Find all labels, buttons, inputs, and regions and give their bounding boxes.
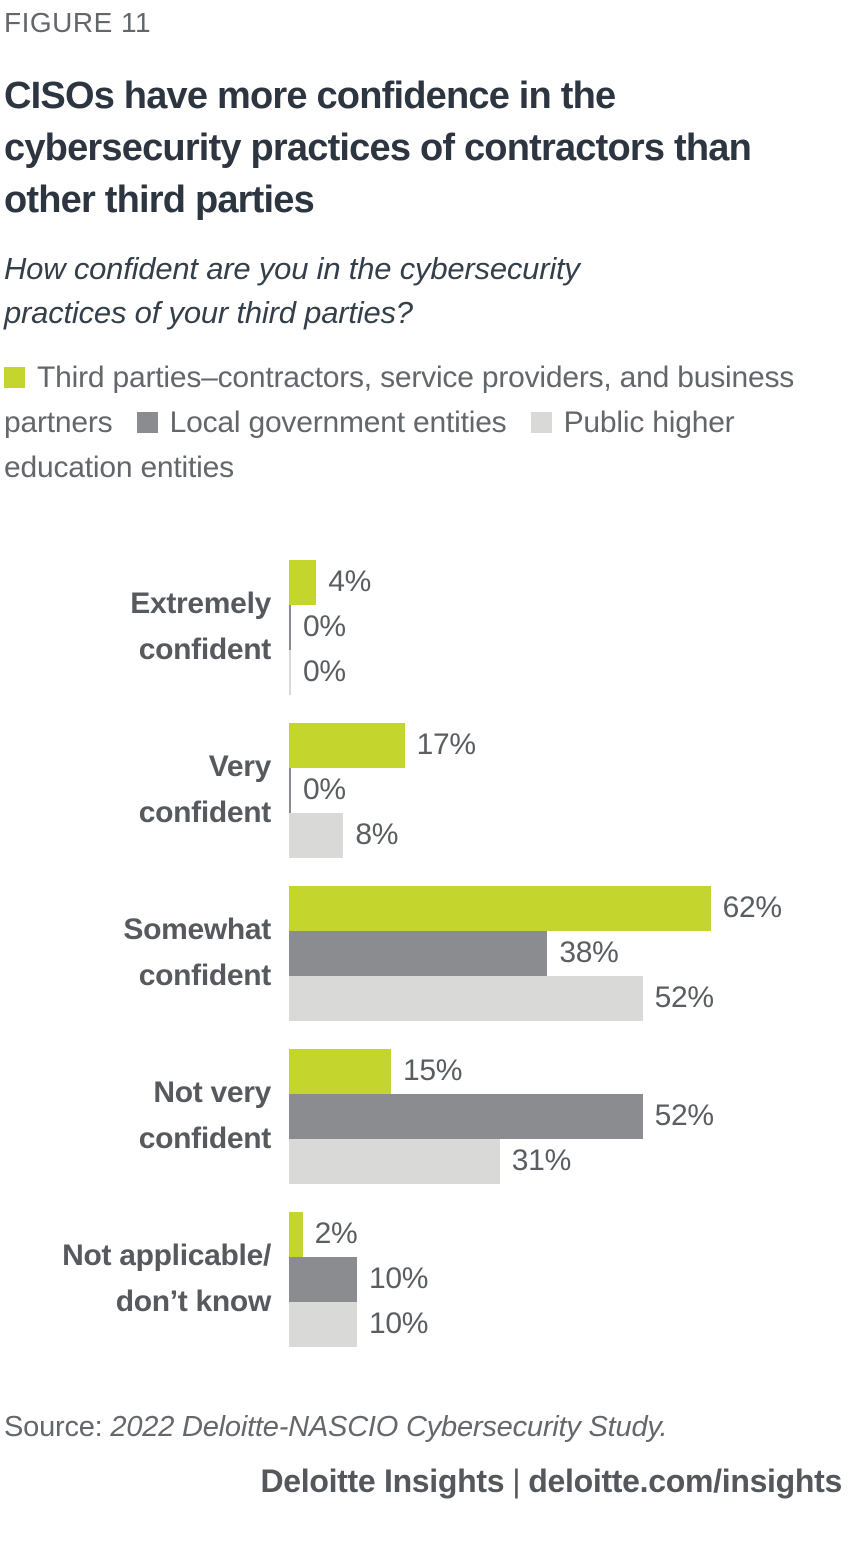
bar-row: 10% xyxy=(289,1301,846,1347)
bar-row: 15% xyxy=(289,1048,846,1094)
bar xyxy=(289,975,643,1021)
bar-row: 0% xyxy=(289,604,846,650)
bar-value-label: 0% xyxy=(303,610,346,644)
bar-row: 38% xyxy=(289,930,846,976)
figure-label: FIGURE 11 xyxy=(4,7,152,38)
category-label: Somewhat confident xyxy=(123,912,271,993)
bar xyxy=(289,1138,500,1184)
bar xyxy=(289,812,344,858)
category-group: Very confident 17% 0% 8% xyxy=(4,722,846,858)
bar-value-label: 15% xyxy=(403,1054,463,1088)
category-label: Not applicable/don’t know xyxy=(62,1238,271,1319)
bar xyxy=(289,767,291,813)
category-group: Not very confident 15% 52% 31% xyxy=(4,1048,846,1184)
category-group: Somewhat confident 62% 38% 52% xyxy=(4,885,846,1021)
bar-row: 31% xyxy=(289,1138,846,1184)
bar xyxy=(289,604,291,650)
chart-legend: Third parties–contractors, service provi… xyxy=(4,355,804,490)
bar-value-label: 52% xyxy=(654,1099,714,1133)
bar xyxy=(289,559,317,605)
figure-subtitle: How confident are you in the cybersecuri… xyxy=(4,250,580,330)
bar-value-label: 62% xyxy=(722,891,782,925)
footer-brand: Deloitte Insights | deloitte.com/insights xyxy=(4,1463,846,1500)
bar-value-label: 2% xyxy=(314,1217,358,1251)
legend-label: Local government entities xyxy=(169,405,507,439)
legend-item: Local government entities xyxy=(121,406,507,439)
bar-row: 2% xyxy=(289,1211,846,1257)
bar xyxy=(289,885,711,931)
bar xyxy=(289,1301,357,1347)
bar-row: 62% xyxy=(289,885,846,931)
legend-item: Public higher education entities xyxy=(4,405,735,484)
figure-container: FIGURE 11 CISOs have more confidence in … xyxy=(4,7,846,1500)
bar-value-label: 0% xyxy=(303,655,346,689)
source-prefix: Source: xyxy=(4,1410,111,1443)
bar xyxy=(289,649,291,695)
source-citation: 2022 Deloitte-NASCIO Cybersecurity Study… xyxy=(110,1410,668,1443)
legend-swatch-icon xyxy=(4,366,25,388)
brand-separator: | xyxy=(512,1463,521,1500)
bar xyxy=(289,722,405,768)
bar-value-label: 10% xyxy=(369,1307,429,1341)
legend-swatch-icon xyxy=(530,411,552,433)
bar-chart: Extremely confident 4% 0% 0% Very confident 17%… xyxy=(4,559,846,1347)
category-label: Not very confident xyxy=(138,1075,272,1156)
bar-group: 17% 0% 8% xyxy=(289,722,846,858)
bar xyxy=(289,1048,391,1094)
category-label: Very confident xyxy=(138,749,272,830)
bar-row: 0% xyxy=(289,649,846,695)
legend-label: Third parties–contractors, service provi… xyxy=(4,360,795,439)
bar-value-label: 8% xyxy=(355,818,399,852)
bar-group: 4% 0% 0% xyxy=(289,559,846,695)
bar-value-label: 10% xyxy=(369,1262,429,1296)
bar-row: 0% xyxy=(289,767,846,813)
bar xyxy=(289,930,548,976)
bar xyxy=(289,1093,643,1139)
bar-row: 52% xyxy=(289,1093,846,1139)
bar-row: 17% xyxy=(289,722,846,768)
bar-group: 2% 10% 10% xyxy=(289,1211,846,1347)
bar-value-label: 38% xyxy=(559,936,619,970)
bar-row: 52% xyxy=(289,975,846,1021)
bar-value-label: 0% xyxy=(303,773,346,807)
bar-value-label: 17% xyxy=(416,728,476,762)
bar-group: 62% 38% 52% xyxy=(289,885,846,1021)
brand-url: deloitte.com/insights xyxy=(528,1463,842,1500)
category-group: Not applicable/don’t know 2% 10% 10% xyxy=(4,1211,846,1347)
bar-value-label: 52% xyxy=(654,981,714,1015)
category-group: Extremely confident 4% 0% 0% xyxy=(4,559,846,695)
legend-label: Public higher education entities xyxy=(4,405,735,484)
legend-swatch-icon xyxy=(136,411,158,433)
source-note: Source: 2022 Deloitte-NASCIO Cybersecuri… xyxy=(4,1409,846,1445)
legend-item: Third parties–contractors, service provi… xyxy=(4,361,794,439)
bar-value-label: 31% xyxy=(511,1144,571,1178)
bar-group: 15% 52% 31% xyxy=(289,1048,846,1184)
bar-row: 4% xyxy=(289,559,846,605)
brand-name: Deloitte Insights xyxy=(260,1463,505,1500)
bar xyxy=(289,1211,303,1257)
figure-title: CISOs have more confidence in the cybers… xyxy=(4,74,752,222)
bar-row: 8% xyxy=(289,812,846,858)
bar xyxy=(289,1256,357,1302)
category-label: Extremely confident xyxy=(130,586,271,667)
bar-row: 10% xyxy=(289,1256,846,1302)
bar-value-label: 4% xyxy=(328,565,371,599)
